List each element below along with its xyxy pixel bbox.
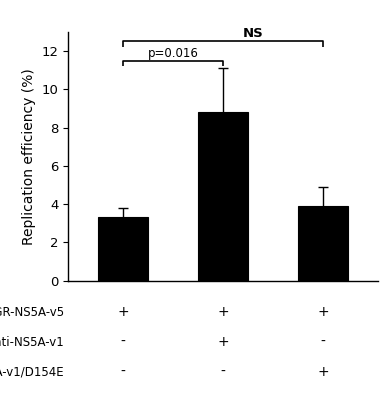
Text: -: - (221, 365, 226, 379)
Text: +: + (317, 305, 329, 320)
Bar (98, 217, 148, 281)
Text: +: + (218, 335, 229, 349)
Text: pLenti-NS5A-v1: pLenti-NS5A-v1 (0, 336, 64, 349)
Bar (298, 206, 348, 281)
Text: +: + (218, 305, 229, 320)
Text: p=0.016: p=0.016 (148, 47, 199, 60)
Text: +: + (317, 365, 329, 379)
Text: SGR-NS5A-v5: SGR-NS5A-v5 (0, 306, 64, 319)
Bar (198, 112, 248, 281)
Text: -: - (121, 365, 126, 379)
Text: NS: NS (243, 27, 264, 41)
Text: pLenti-NS5A-v1/D154E: pLenti-NS5A-v1/D154E (0, 366, 64, 378)
Text: -: - (121, 335, 126, 349)
Y-axis label: Replication efficiency (%): Replication efficiency (%) (22, 68, 36, 245)
Text: -: - (321, 335, 326, 349)
Text: +: + (117, 305, 129, 320)
